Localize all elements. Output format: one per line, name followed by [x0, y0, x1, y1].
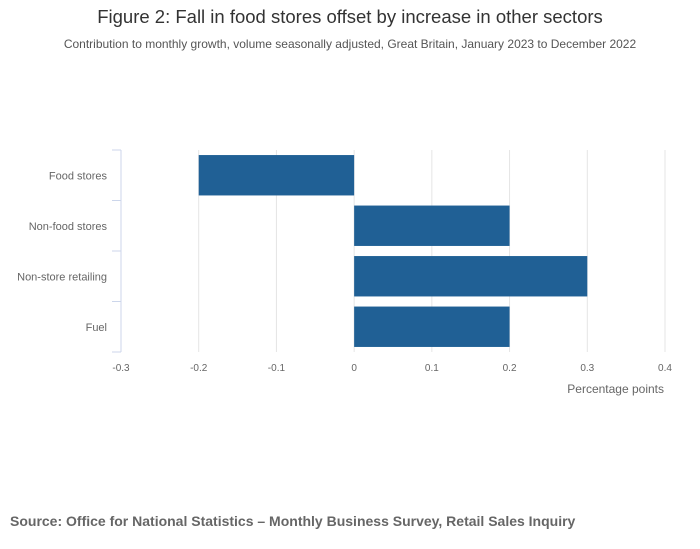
chart-subtitle: Contribution to monthly growth, volume s…	[63, 37, 637, 51]
x-tick-label: 0.2	[503, 363, 517, 374]
category-label: Non-food stores	[29, 221, 108, 233]
x-tick-label: 0	[351, 363, 357, 374]
bar-non-store-retailing	[354, 256, 588, 297]
x-tick-label: 0.4	[658, 363, 672, 374]
x-tick-label: -0.2	[190, 363, 208, 374]
category-label: Food stores	[49, 170, 108, 182]
x-tick-label: -0.3	[112, 363, 130, 374]
bar-food-stores	[198, 155, 355, 196]
category-axis	[112, 149, 122, 353]
category-label: Fuel	[86, 322, 107, 334]
category-labels: Food stores Non-food stores Non-store reta…	[17, 170, 107, 334]
x-tick-label: 0.1	[425, 363, 439, 374]
source-note: Source: Office for National Statistics –…	[10, 513, 576, 529]
bars	[198, 155, 588, 347]
x-axis-title: Percentage points	[567, 382, 664, 396]
category-label: Non-store retailing	[17, 271, 107, 283]
x-tick-label: -0.1	[268, 363, 286, 374]
bar-non-food-stores	[354, 205, 510, 246]
chart-title: Figure 2: Fall in food stores offset by …	[97, 6, 603, 27]
x-tick-labels: -0.3 -0.2 -0.1 0 0.1 0.2 0.3 0.4	[112, 363, 672, 374]
bar-fuel	[354, 306, 510, 347]
bar-chart: Food stores Non-food stores Non-store reta…	[17, 149, 672, 396]
x-tick-label: 0.3	[580, 363, 594, 374]
